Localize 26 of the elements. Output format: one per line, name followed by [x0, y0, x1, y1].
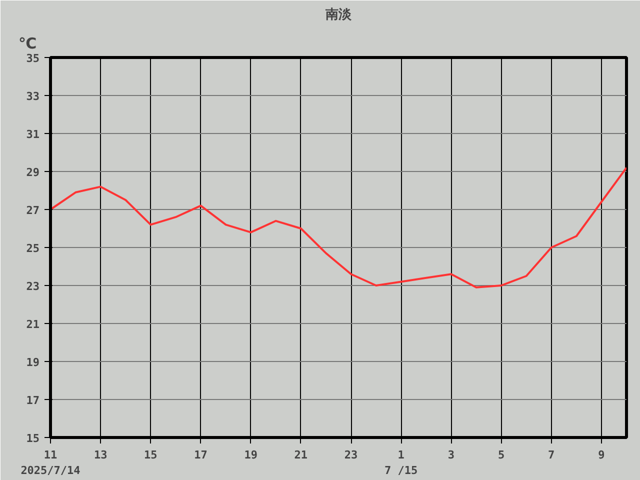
y-tick-label: 25 [26, 242, 40, 255]
y-tick-label: 27 [26, 204, 40, 217]
y-tick-label: 23 [26, 280, 40, 293]
line-series [50, 166, 626, 288]
x-tick-label: 7 [548, 448, 555, 462]
x-tick-label: 1 7 /15 [384, 448, 418, 478]
x-tick-label: 13 [94, 448, 108, 462]
y-tick-label: 31 [26, 128, 40, 141]
y-tick-label: 33 [26, 90, 40, 103]
y-tick-label: 19 [26, 356, 40, 369]
y-tick-label: 21 [26, 318, 40, 331]
x-tick-label: 23 [344, 448, 358, 462]
y-tick-label: 35 [26, 52, 40, 65]
x-tick-label: 11 2025/7/14 [20, 448, 81, 478]
x-tick-label: 21 [294, 448, 308, 462]
x-tick-label: 17 [194, 448, 208, 462]
x-tick-label: 9 [598, 448, 605, 462]
y-tick-label: 17 [26, 394, 40, 407]
x-tick-label: 15 [144, 448, 158, 462]
y-tick-label: 15 [26, 432, 40, 445]
x-tick-label: 19 [244, 448, 258, 462]
chart-title: 南淡 [324, 8, 352, 22]
y-axis-title: ℃ [18, 34, 37, 52]
x-tick-label: 3 [448, 448, 455, 462]
x-tick-label: 5 [498, 448, 505, 462]
y-tick-label: 29 [26, 166, 40, 179]
